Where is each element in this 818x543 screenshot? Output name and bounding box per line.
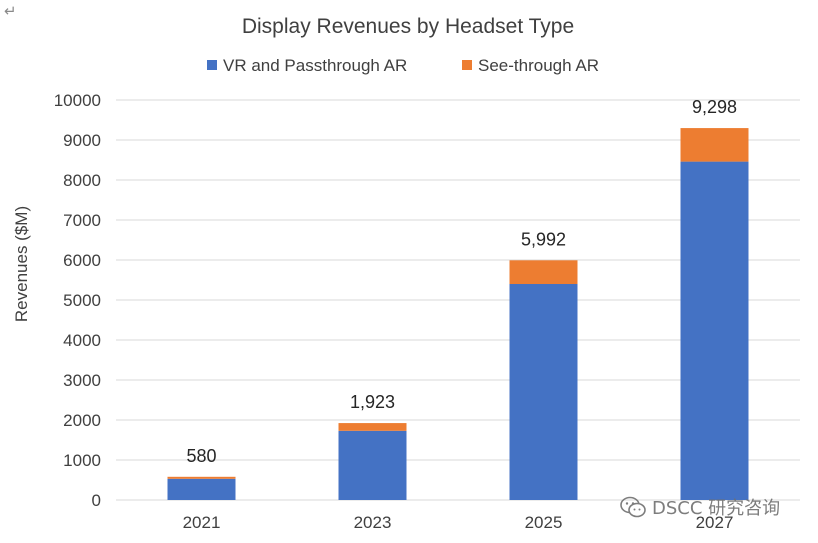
y-tick-label: 2000 [63,411,101,430]
total-data-label: 1,923 [350,392,395,412]
y-tick-label: 7000 [63,211,101,230]
y-tick-label: 9000 [63,131,101,150]
total-labels: 580 1,923 5,992 9,298 [186,97,737,466]
total-data-label: 5,992 [521,229,566,249]
total-data-label: 9,298 [692,97,737,117]
y-tick-label: 10000 [54,91,101,110]
watermark-text: DSCC 研究咨询 [652,498,781,519]
bar-segment-see-through [680,128,749,162]
bar-segment-see-through [338,423,407,431]
y-tick-label: 8000 [63,171,101,190]
y-axis-label: Revenues ($M) [12,206,31,322]
x-tick-label: 2023 [354,513,392,532]
total-data-label: 580 [186,446,216,466]
y-tick-label: 3000 [63,371,101,390]
y-tick-label: 5000 [63,291,101,310]
y-tick-label: 0 [92,491,101,510]
bar-segment-vr [680,161,749,500]
y-tick-labels: 0 1000 2000 3000 4000 5000 6000 7000 8000 9000 100… [54,91,101,510]
return-mark: ↵ [4,2,17,20]
legend-swatch-vr [207,60,217,70]
x-tick-label: 2025 [525,513,563,532]
legend-label-see-through: See-through AR [478,56,599,75]
chart-title: Display Revenues by Headset Type [242,15,574,38]
legend: VR and Passthrough AR See-through AR [207,56,599,75]
wechat-icon [620,496,646,518]
bar-segment-vr [509,284,578,500]
bar-segment-see-through [509,260,578,284]
x-tick-labels: 2021 2023 2025 2027 [183,513,734,532]
y-tick-label: 1000 [63,451,101,470]
legend-label-vr: VR and Passthrough AR [223,56,407,75]
y-tick-label: 6000 [63,251,101,270]
bar-segment-vr [338,430,407,500]
bar-segment-vr [167,478,236,500]
bars [167,128,749,500]
x-tick-label: 2027 [696,513,734,532]
y-tick-label: 4000 [63,331,101,350]
legend-swatch-see-through [462,60,472,70]
watermark: DSCC 研究咨询 [620,494,780,520]
bar-segment-see-through [167,476,236,479]
x-tick-label: 2021 [183,513,221,532]
